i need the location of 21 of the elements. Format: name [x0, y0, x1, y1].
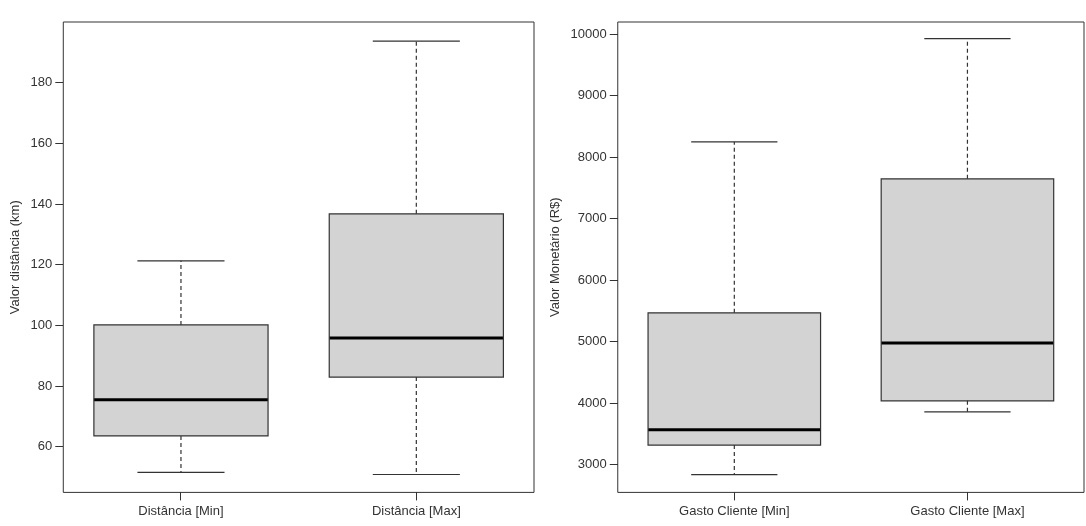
x-tick-label: Gasto Cliente [Max] — [910, 502, 1025, 518]
y-tick-label: 100 — [30, 317, 53, 333]
y-tick-label: 7000 — [577, 210, 607, 226]
y-tick-label: 180 — [30, 74, 53, 90]
y-tick-label: 80 — [37, 377, 53, 393]
y-tick-label: 160 — [30, 134, 53, 150]
x-tick-label: Distância [Max] — [371, 502, 461, 518]
y-tick-label: 140 — [30, 195, 53, 211]
y-tick-label: 5000 — [577, 333, 607, 349]
y-tick-label: 120 — [30, 256, 53, 272]
y-tick-label: 8000 — [577, 148, 607, 164]
y-axis-title: Valor distância (km) — [7, 200, 23, 315]
y-tick-label: 60 — [37, 438, 53, 454]
y-axis-title: Valor Monetário (R$) — [547, 197, 563, 318]
x-tick-label: Gasto Cliente [Min] — [679, 502, 790, 518]
y-tick-label: 10000 — [570, 25, 607, 41]
y-tick-label: 3000 — [577, 456, 607, 472]
y-tick-label: 9000 — [577, 87, 607, 103]
y-tick-label: 6000 — [577, 271, 607, 287]
y-tick-label: 4000 — [577, 394, 607, 410]
x-tick-label: Distância [Min] — [138, 502, 224, 518]
